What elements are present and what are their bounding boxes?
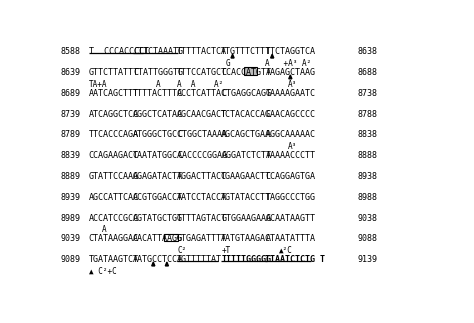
Text: GTTCTTATTT: GTTCTTATTT [89, 68, 139, 77]
Text: 8939: 8939 [61, 193, 81, 202]
Text: AGCAGCTGAA: AGCAGCTGAA [221, 130, 271, 140]
Text: CTTCTAAATG: CTTCTAAATG [133, 47, 183, 56]
Text: CTGAGGCAGG: CTGAGGCAGG [221, 89, 271, 98]
Text: GTGAGATTTT: GTGAGATTTT [177, 234, 227, 243]
Text: GTGGAAGAAA: GTGGAAGAAA [221, 214, 271, 223]
Text: 9038: 9038 [357, 214, 378, 223]
Text: TTTTACTTTC: TTTTACTTTC [133, 89, 183, 98]
Text: CAACAGCCCC: CAACAGCCCC [265, 109, 315, 119]
Text: 8839: 8839 [61, 151, 81, 160]
Text: TAATATGGCA: TAATATGGCA [133, 151, 183, 160]
Polygon shape [271, 54, 274, 58]
Text: TTCACCCAGA: TTCACCCAGA [89, 130, 139, 140]
Text: 8739: 8739 [61, 109, 81, 119]
Text: ACCATCCGCC: ACCATCCGCC [89, 214, 139, 223]
Text: GCAATAAGTT: GCAATAAGTT [265, 214, 315, 223]
Text: CTATTGGGTG: CTATTGGGTG [133, 68, 183, 77]
Text: TTCTAGGTCA: TTCTAGGTCA [265, 47, 315, 56]
Text: 8688: 8688 [357, 68, 378, 77]
Text: TATCCTACCA: TATCCTACCA [177, 193, 227, 202]
Text: GGGATCTCTA: GGGATCTCTA [221, 151, 271, 160]
Text: AAGAGCTAAG: AAGAGCTAAG [265, 68, 315, 77]
Text: 8738: 8738 [357, 89, 378, 98]
Text: CCAGAAGACC: CCAGAAGACC [89, 151, 139, 160]
Text: ▲ C²+C: ▲ C²+C [89, 267, 117, 276]
Polygon shape [152, 262, 155, 266]
Text: +T: +T [221, 246, 230, 255]
Text: TAGGCCCTGG: TAGGCCCTGG [265, 193, 315, 202]
Text: 8838: 8838 [357, 130, 378, 140]
Text: AGGCAAAAAC: AGGCAAAAAC [265, 130, 315, 140]
Text: T  CCCACCCCT: T CCCACCCCT [89, 47, 149, 56]
Text: AGCCATTCAC: AGCCATTCAC [89, 193, 139, 202]
Bar [244, 67, 257, 75]
Text: CTATAAGGAC: CTATAAGGAC [89, 234, 139, 243]
Text: 8788: 8788 [357, 109, 378, 119]
Text: A: A [102, 225, 107, 234]
Text: 9139: 9139 [357, 255, 378, 264]
Bar [164, 234, 178, 241]
Text: 9089: 9089 [61, 255, 81, 264]
Text: TAAAACCCTT: TAAAACCCTT [265, 151, 315, 160]
Text: TTTTTGGGGG: TTTTTGGGGG [221, 255, 271, 264]
Text: AGGCTCATAC: AGGCTCATAC [133, 109, 183, 119]
Text: A³: A³ [288, 79, 297, 89]
Text: 8789: 8789 [61, 130, 81, 140]
Text: CTGGCTAAAA: CTGGCTAAAA [177, 130, 227, 140]
Text: 8989: 8989 [61, 214, 81, 223]
Text: AACATTAAGG: AACATTAAGG [133, 234, 183, 243]
Text: TAAAAGAATC: TAAAAGAATC [265, 89, 315, 98]
Text: G: G [226, 59, 230, 68]
Text: 8988: 8988 [357, 193, 378, 202]
Text: TTTTAGTACT: TTTTAGTACT [177, 214, 227, 223]
Text: 9039: 9039 [61, 234, 81, 243]
Text: 9088: 9088 [357, 234, 378, 243]
Text: 8889: 8889 [61, 172, 81, 181]
Text: 8639: 8639 [61, 68, 81, 77]
Text: A  A    A²: A A A² [177, 79, 223, 89]
Text: TTAATCTCTG T: TTAATCTCTG T [265, 255, 325, 264]
Text: ATCAGGCTCC: ATCAGGCTCC [89, 109, 139, 119]
Text: ATGTTTCTTT: ATGTTTCTTT [221, 47, 271, 56]
Text: TGAAGAACTT: TGAAGAACTT [221, 172, 271, 181]
Text: ATGGGCTGCC: ATGGGCTGCC [133, 130, 183, 140]
Text: A³: A³ [288, 142, 297, 151]
Text: AGTATGCTGG: AGTATGCTGG [133, 214, 183, 223]
Text: CCAGGAGTGA: CCAGGAGTGA [265, 172, 315, 181]
Text: 8588: 8588 [61, 47, 81, 56]
Text: CCACCATGTT: CCACCATGTT [221, 68, 271, 77]
Polygon shape [231, 54, 234, 58]
Polygon shape [289, 75, 292, 79]
Text: TTTCCATGCT: TTTCCATGCT [177, 68, 227, 77]
Text: TTTTTACTCT: TTTTTACTCT [177, 47, 227, 56]
Text: TGGACTTACC: TGGACTTACC [177, 172, 227, 181]
Text: ACGTGGACCA: ACGTGGACCA [133, 193, 183, 202]
Text: AATCAGCTTT: AATCAGCTTT [89, 89, 139, 98]
Text: TGTATACCTT: TGTATACCTT [221, 193, 271, 202]
Polygon shape [165, 262, 168, 266]
Text: 8888: 8888 [357, 151, 378, 160]
Text: C²: C² [177, 246, 186, 255]
Text: TATGCCTCCT: TATGCCTCCT [133, 255, 183, 264]
Text: TCTACACCAG: TCTACACCAG [221, 109, 271, 119]
Text: TGATAAGTCA: TGATAAGTCA [89, 255, 139, 264]
Text: A   +A³ A²: A +A³ A² [265, 59, 311, 68]
Text: GTATTCCAAG: GTATTCCAAG [89, 172, 139, 181]
Text: AGTTTTTAT: AGTTTTTAT [177, 255, 222, 264]
Text: TA+A: TA+A [89, 79, 107, 89]
Text: CACCCCGGAA: CACCCCGGAA [177, 151, 227, 160]
Text: AATGTAAGAC: AATGTAAGAC [221, 234, 271, 243]
Text: AGCAACGACT: AGCAACGACT [177, 109, 227, 119]
Text: AGAGATACTA: AGAGATACTA [133, 172, 183, 181]
Text: ▲²C: ▲²C [279, 246, 293, 255]
Text: ACCTCATTAC: ACCTCATTAC [177, 89, 227, 98]
Text: 8638: 8638 [357, 47, 378, 56]
Text: 8938: 8938 [357, 172, 378, 181]
Text: ATAATATTTA: ATAATATTTA [265, 234, 315, 243]
Text: A: A [155, 79, 160, 89]
Text: 8689: 8689 [61, 89, 81, 98]
